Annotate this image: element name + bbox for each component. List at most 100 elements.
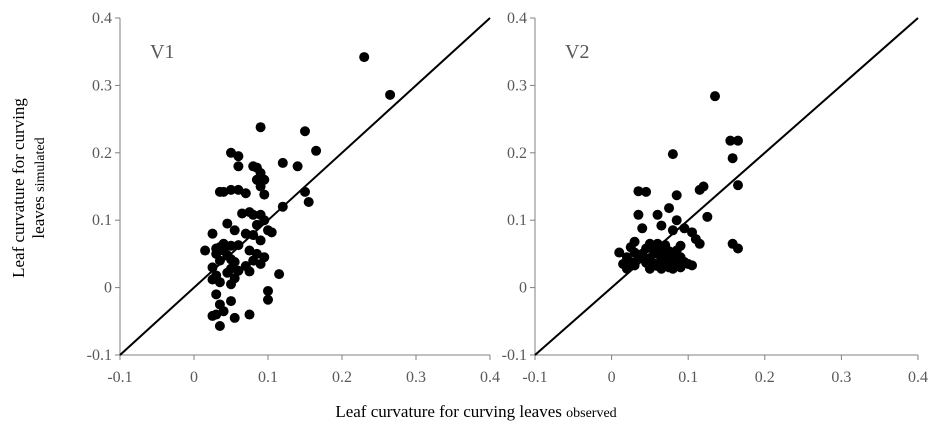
- data-point: [727, 153, 738, 164]
- y-tick-label: 0.1: [507, 212, 527, 229]
- data-point: [259, 215, 270, 226]
- x-tick-label: 0.3: [406, 369, 426, 386]
- x-tick-label: 0.3: [831, 369, 851, 386]
- y-tick-label: 0.4: [507, 10, 527, 27]
- y-axis-title-line1: Leaf curvature for curving: [9, 98, 28, 278]
- one-to-one-line: [119, 17, 491, 356]
- x-axis-title-main: Leaf curvature for curving leaves: [335, 402, 566, 421]
- data-point: [263, 294, 273, 305]
- x-tick-label: 0.1: [678, 369, 698, 386]
- data-point: [229, 312, 240, 323]
- data-point: [233, 161, 244, 172]
- data-point: [251, 219, 262, 230]
- y-tick-label: 0.3: [507, 77, 527, 94]
- data-point: [652, 209, 663, 220]
- data-point: [687, 260, 698, 271]
- data-point: [237, 208, 248, 219]
- data-point: [229, 225, 240, 236]
- data-point: [207, 262, 218, 273]
- data-point: [725, 135, 736, 146]
- data-point: [207, 310, 218, 321]
- data-point: [222, 218, 233, 229]
- data-point: [218, 186, 229, 197]
- data-point: [633, 186, 644, 197]
- data-point: [679, 223, 690, 234]
- data-point: [214, 255, 225, 266]
- data-point: [211, 289, 222, 300]
- data-point: [732, 135, 743, 146]
- data-point: [702, 211, 713, 222]
- data-point: [240, 228, 251, 239]
- data-point: [226, 240, 236, 251]
- data-point: [664, 203, 675, 214]
- data-point: [644, 263, 655, 274]
- data-point: [248, 209, 259, 220]
- data-point: [255, 181, 266, 192]
- x-tick-label: -0.1: [107, 369, 132, 386]
- y-axis-title: Leaf curvature for curving: [9, 98, 28, 278]
- x-tick-label: 0: [190, 369, 198, 386]
- data-point: [255, 235, 266, 246]
- data-point: [359, 52, 370, 63]
- data-point: [641, 186, 652, 197]
- data-point: [222, 267, 233, 278]
- x-tick-label: 0: [608, 369, 616, 386]
- data-point: [667, 263, 678, 274]
- x-axis-title: Leaf curvature for curving leaves observ…: [335, 402, 616, 421]
- data-point: [207, 228, 218, 239]
- data-point: [244, 309, 255, 320]
- data-point: [671, 215, 682, 226]
- y-tick-label: 0.4: [92, 10, 112, 27]
- data-point: [277, 157, 288, 168]
- y-tick-label: 0: [104, 280, 112, 297]
- data-point: [614, 247, 625, 258]
- x-tick-label: 0.4: [480, 369, 500, 386]
- data-point: [629, 260, 640, 271]
- data-point: [233, 240, 244, 251]
- panel-v2: -0.1 0 0.1 0.2 0.3 0.4 -0.1 0 0.1 0.2 0.3 0.4 V2: [502, 10, 928, 386]
- data-point: [233, 265, 244, 276]
- data-point: [710, 91, 721, 102]
- data-point: [200, 245, 211, 256]
- data-point: [240, 188, 251, 199]
- data-point: [667, 225, 678, 236]
- x-tick-label: 0.2: [755, 369, 775, 386]
- data-point: [637, 223, 648, 234]
- data-point: [311, 145, 322, 156]
- data-point: [226, 279, 236, 290]
- data-point: [633, 209, 644, 220]
- data-point: [292, 161, 303, 172]
- y-axis-title-line2: leaves: [29, 192, 48, 239]
- data-point: [255, 259, 266, 270]
- data-point: [694, 184, 705, 195]
- data-point: [675, 262, 686, 273]
- data-point: [671, 190, 682, 201]
- x-tick-label: 0.4: [908, 369, 928, 386]
- x-tick-label: 0.1: [258, 369, 278, 386]
- y-axis-title-2: leaves simulated: [29, 137, 48, 238]
- data-point: [226, 296, 236, 307]
- data-point: [633, 252, 644, 263]
- data-point: [385, 89, 396, 100]
- data-point: [263, 285, 273, 296]
- y-axis-title-line2-subscript: simulated: [33, 137, 48, 191]
- data-point: [255, 122, 266, 133]
- y-tick-label: -0.1: [87, 347, 112, 364]
- data-point: [656, 220, 667, 231]
- data-point: [277, 201, 288, 212]
- data-point: [303, 197, 314, 208]
- data-point: [667, 149, 678, 160]
- data-point: [233, 151, 244, 162]
- data-point: [732, 243, 743, 254]
- data-point: [300, 126, 310, 137]
- panel-label: V1: [150, 41, 174, 63]
- data-point: [214, 277, 225, 288]
- one-to-one-line: [534, 17, 919, 356]
- data-point: [694, 238, 705, 249]
- y-tick-label: -0.1: [502, 347, 527, 364]
- data-point: [732, 180, 743, 191]
- data-point: [274, 269, 285, 280]
- x-tick-label: 0.2: [332, 369, 352, 386]
- panel-v1: -0.1 0 0.1 0.2 0.3 0.4 -0.1 0 0.1 0.2 0.3 0.4 V1: [87, 10, 500, 386]
